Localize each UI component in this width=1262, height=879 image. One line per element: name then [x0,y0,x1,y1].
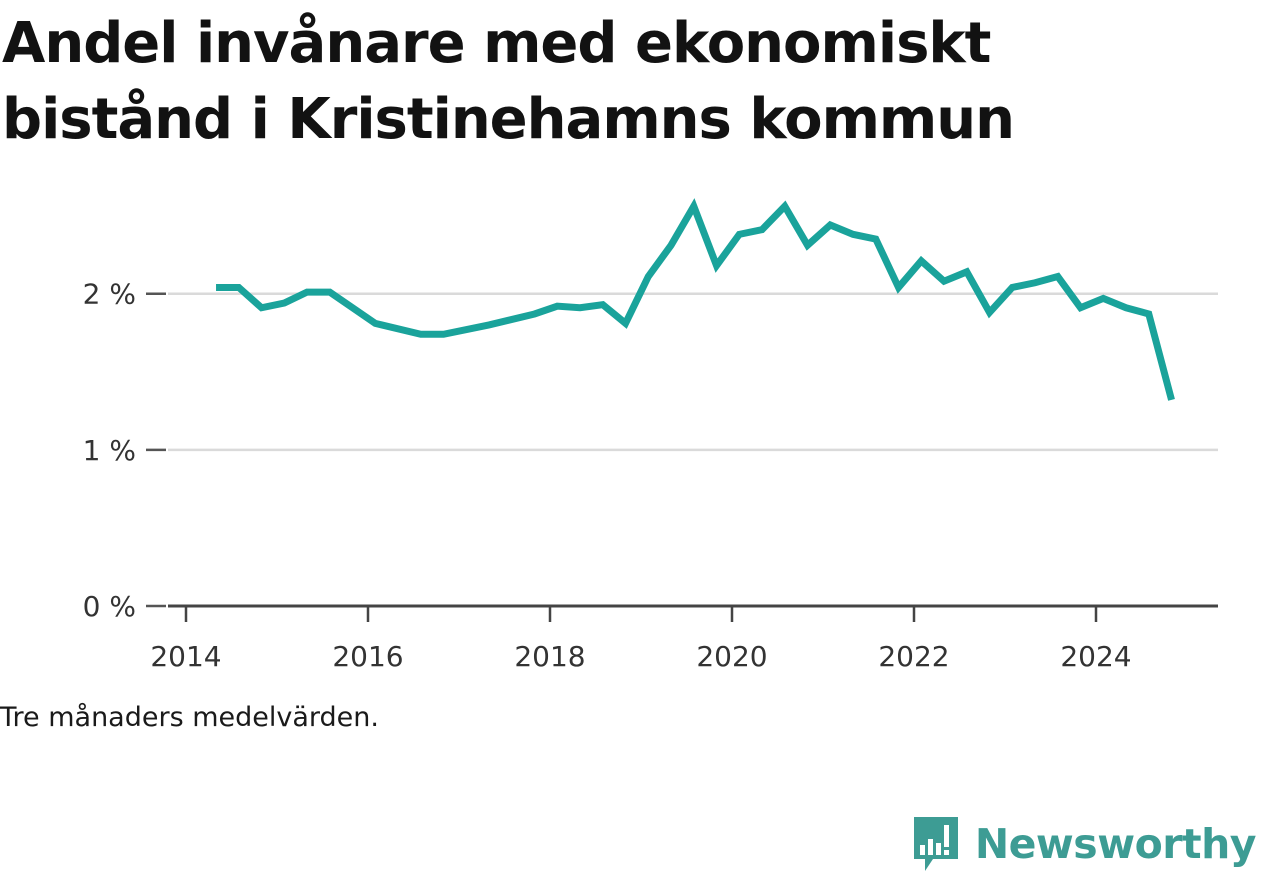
chart-note: Tre månaders medelvärden. [0,702,379,733]
bar-chart-speech-bubble-icon [913,817,958,871]
brand-name: Newsworthy [974,820,1257,868]
y-axis-ticks: 0 % 1 % 2 % [83,278,166,623]
x-tick-label: 2022 [878,640,949,673]
x-tick-label: 2024 [1060,640,1131,673]
series-layer [215,198,1175,401]
x-axis: 2014 2016 2018 2020 2022 2024 [150,604,1218,673]
y-tick-label: 2 % [83,278,136,311]
y-tick-label: 0 % [83,590,136,623]
gridlines [168,292,1218,452]
series-line [216,198,1175,401]
x-tick-label: 2014 [150,640,221,673]
x-tick-label: 2018 [514,640,585,673]
x-tick-label: 2016 [332,640,403,673]
line-chart: 0 % 1 % 2 % 2014 2016 2018 2020 2022 2024 [83,198,1218,673]
x-tick-label: 2020 [696,640,767,673]
chart-title: Andel invånare med ekonomiskt bistånd i … [2,11,1015,152]
brand-logo[interactable]: Newsworthy [911,815,1257,873]
y-tick-label: 1 % [83,434,136,467]
